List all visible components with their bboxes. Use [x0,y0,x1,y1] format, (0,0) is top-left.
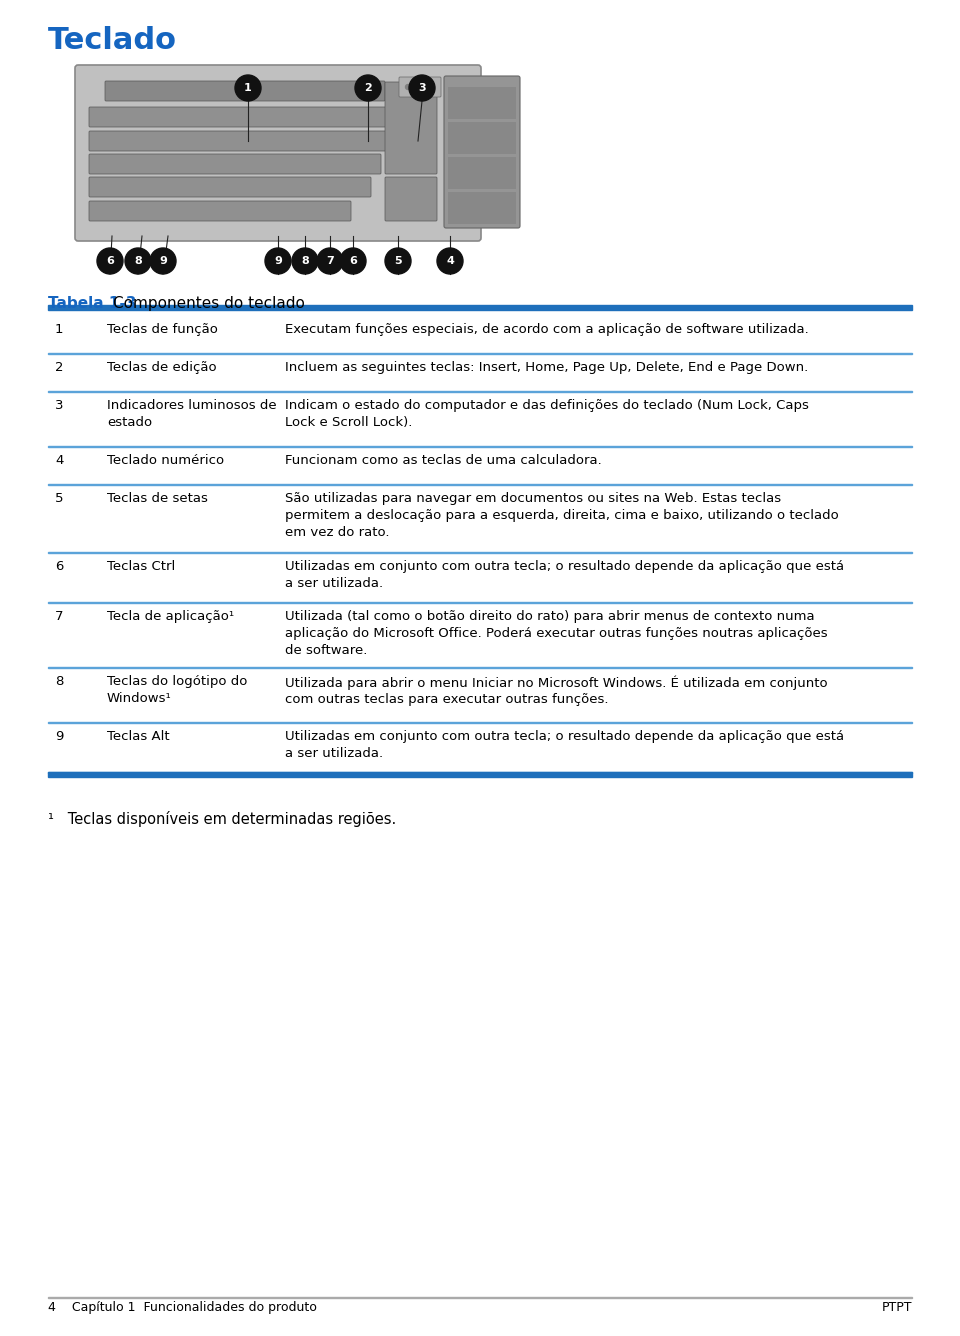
Text: Executam funções especiais, de acordo com a aplicação de software utilizada.: Executam funções especiais, de acordo co… [285,323,808,335]
FancyBboxPatch shape [385,81,437,174]
FancyBboxPatch shape [89,154,381,174]
FancyBboxPatch shape [89,131,401,151]
Bar [448,87,516,119]
FancyBboxPatch shape [105,81,385,102]
Text: 8: 8 [134,257,142,266]
Circle shape [437,248,463,274]
Text: 7: 7 [326,257,334,266]
Text: Utilizada para abrir o menu Iniciar no Microsoft Windows. É utilizada em conjunt: Utilizada para abrir o menu Iniciar no M… [285,675,828,707]
Text: 5: 5 [55,492,63,505]
Text: 6: 6 [55,560,63,573]
Text: Indicadores luminosos de
estado: Indicadores luminosos de estado [107,399,276,429]
Text: Indicam o estado do computador e das definições do teclado (Num Lock, Caps
Lock : Indicam o estado do computador e das def… [285,399,809,429]
Text: 3: 3 [419,83,426,94]
Text: Teclas do logótipo do
Windows¹: Teclas do logótipo do Windows¹ [107,675,248,705]
Text: São utilizadas para navegar em documentos ou sites na Web. Estas teclas
permitem: São utilizadas para navegar em documento… [285,492,839,538]
Circle shape [125,248,151,274]
Text: 9: 9 [55,729,63,743]
Text: Incluem as seguintes teclas: Insert, Home, Page Up, Delete, End e Page Down.: Incluem as seguintes teclas: Insert, Hom… [285,361,808,374]
Bar [448,158,516,188]
Text: Componentes do teclado: Componentes do teclado [113,297,305,311]
Text: 2: 2 [55,361,63,374]
Text: 1: 1 [244,83,252,94]
Circle shape [385,248,411,274]
Text: Teclas de função: Teclas de função [107,323,218,335]
Text: Teclado numérico: Teclado numérico [107,454,224,468]
Text: 9: 9 [159,257,167,266]
Text: 4    Capítulo 1  Funcionalidades do produto: 4 Capítulo 1 Funcionalidades do produto [48,1301,317,1315]
Text: 8: 8 [301,257,309,266]
Bar [48,772,912,778]
Text: 3: 3 [55,399,63,411]
Text: 1: 1 [55,323,63,335]
Bar [448,192,516,224]
Text: Utilizadas em conjunto com outra tecla; o resultado depende da aplicação que est: Utilizadas em conjunto com outra tecla; … [285,729,844,760]
Text: ¹   Teclas disponíveis em determinadas regiões.: ¹ Teclas disponíveis em determinadas reg… [48,811,396,827]
Text: Tabela 1-3: Tabela 1-3 [48,297,136,311]
Circle shape [355,75,381,102]
FancyBboxPatch shape [385,176,437,220]
FancyBboxPatch shape [444,76,520,228]
Text: Tecla de aplicação¹: Tecla de aplicação¹ [107,611,234,623]
Text: 9: 9 [274,257,282,266]
Text: 2: 2 [364,83,372,94]
Circle shape [235,75,261,102]
Text: Teclas Alt: Teclas Alt [107,729,170,743]
Text: Utilizada (tal como o botão direito do rato) para abrir menus de contexto numa
a: Utilizada (tal como o botão direito do r… [285,611,828,657]
Text: 4: 4 [55,454,63,468]
FancyBboxPatch shape [89,176,371,196]
Text: 7: 7 [55,611,63,623]
Text: Teclas Ctrl: Teclas Ctrl [107,560,176,573]
Circle shape [405,84,411,90]
Bar [48,305,912,310]
FancyBboxPatch shape [89,200,351,220]
Circle shape [409,75,435,102]
Text: 4: 4 [446,257,454,266]
Text: 5: 5 [395,257,402,266]
Circle shape [427,84,433,90]
FancyBboxPatch shape [75,65,481,240]
Text: Teclas de edição: Teclas de edição [107,361,217,374]
Text: 8: 8 [55,675,63,688]
Text: PTPT: PTPT [881,1301,912,1315]
Text: 6: 6 [349,257,357,266]
Circle shape [317,248,343,274]
Circle shape [97,248,123,274]
Circle shape [292,248,318,274]
Circle shape [150,248,176,274]
Text: Teclas de setas: Teclas de setas [107,492,208,505]
Text: 6: 6 [106,257,114,266]
Text: Teclado: Teclado [48,25,177,55]
Circle shape [265,248,291,274]
FancyBboxPatch shape [399,77,441,98]
Circle shape [417,84,421,90]
Bar [448,122,516,154]
Text: Funcionam como as teclas de uma calculadora.: Funcionam como as teclas de uma calculad… [285,454,602,468]
Circle shape [340,248,366,274]
Text: Utilizadas em conjunto com outra tecla; o resultado depende da aplicação que est: Utilizadas em conjunto com outra tecla; … [285,560,844,591]
FancyBboxPatch shape [89,107,401,127]
